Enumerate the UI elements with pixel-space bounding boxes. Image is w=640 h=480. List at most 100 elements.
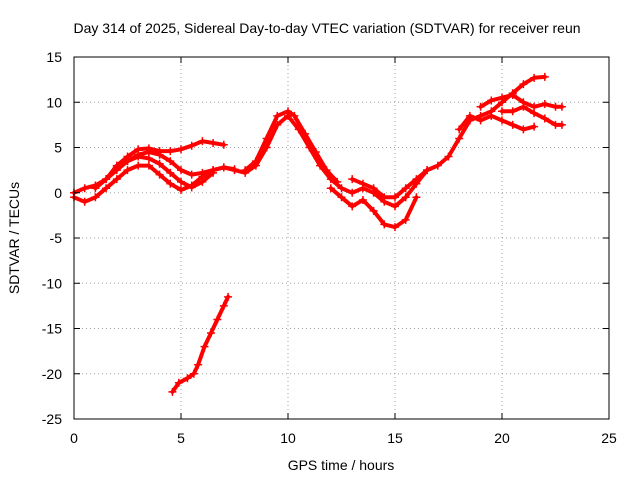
data-point <box>401 215 410 224</box>
data-point <box>155 159 164 168</box>
x-tick-label: 15 <box>387 430 403 446</box>
data-point <box>134 152 143 161</box>
y-tick-label: -20 <box>42 366 62 382</box>
data-point <box>508 107 517 116</box>
data-point <box>123 157 132 166</box>
data-point <box>80 197 89 206</box>
data-point <box>123 166 132 175</box>
data-point <box>519 80 528 89</box>
data-point <box>333 177 342 186</box>
series-track-g-markers <box>348 166 432 202</box>
y-tick-label: -15 <box>42 321 62 337</box>
data-point <box>433 161 442 170</box>
data-point <box>540 72 549 81</box>
data-point <box>102 184 111 193</box>
data-point <box>134 145 143 154</box>
series-track-h-markers <box>455 111 539 134</box>
data-point <box>219 163 228 172</box>
data-point <box>391 223 399 232</box>
data-point <box>487 111 496 120</box>
data-point <box>144 144 153 153</box>
data-point <box>262 134 271 143</box>
series-track-b <box>72 163 237 204</box>
data-point <box>498 107 506 116</box>
data-point <box>187 183 196 192</box>
data-point <box>455 125 464 134</box>
data-point <box>209 168 218 177</box>
series-track-k <box>170 294 231 394</box>
data-point <box>498 116 506 125</box>
data-point <box>177 177 185 186</box>
x-tick-label: 5 <box>177 430 185 446</box>
data-point <box>187 141 196 150</box>
x-axis-title: GPS time / hours <box>288 457 395 473</box>
data-point <box>348 188 357 197</box>
data-point <box>168 387 177 396</box>
y-tick-label: 10 <box>46 94 62 110</box>
data-point <box>348 175 357 184</box>
data-point <box>189 369 198 378</box>
data-point <box>219 301 228 310</box>
data-point <box>144 154 153 163</box>
data-point <box>91 193 100 202</box>
data-point <box>177 166 185 175</box>
data-point <box>311 148 320 157</box>
data-point <box>219 140 228 149</box>
data-point <box>358 179 367 188</box>
data-point <box>194 360 203 369</box>
data-point <box>224 292 233 301</box>
data-point <box>487 96 496 105</box>
data-point <box>177 186 185 195</box>
data-point <box>134 161 143 170</box>
y-tick-label: -25 <box>42 411 62 427</box>
data-point <box>80 184 89 193</box>
series-layer <box>70 72 566 396</box>
data-point <box>187 170 196 179</box>
x-tick-label: 10 <box>280 430 296 446</box>
x-tick-label: 25 <box>601 430 617 446</box>
tick-layer: 0 5 10 15 20 25 -25 -20 -15 -10 -5 0 5 10 15 <box>42 49 617 446</box>
data-point <box>358 195 367 204</box>
series-track-k-markers <box>168 292 233 396</box>
data-point <box>166 168 175 177</box>
data-point <box>301 129 310 138</box>
data-point <box>284 107 292 116</box>
x-tick-label: 20 <box>494 430 510 446</box>
data-point <box>455 134 464 143</box>
data-point <box>401 184 410 193</box>
data-point <box>401 193 410 202</box>
data-point <box>498 93 506 102</box>
data-point <box>322 166 331 175</box>
data-point <box>213 315 222 324</box>
y-tick-label: -5 <box>50 230 63 246</box>
data-point <box>391 193 399 202</box>
y-axis-title: SDTVAR / TECUs <box>6 182 22 294</box>
y-tick-label: 0 <box>54 185 62 201</box>
data-point <box>508 120 517 129</box>
x-tick-label: 0 <box>70 430 78 446</box>
data-point <box>155 170 164 179</box>
data-point <box>423 166 432 175</box>
data-point <box>144 161 153 170</box>
data-point <box>476 102 485 111</box>
y-tick-label: -10 <box>42 275 62 291</box>
data-point <box>519 125 528 134</box>
data-point <box>209 138 218 147</box>
data-point <box>177 145 185 154</box>
series-track-e <box>243 109 340 184</box>
data-point <box>540 114 549 123</box>
data-point <box>369 184 378 193</box>
data-point <box>166 157 175 166</box>
data-point <box>112 163 121 172</box>
series-track-d <box>114 154 216 190</box>
data-point <box>230 165 239 174</box>
data-point <box>337 193 346 202</box>
data-point <box>198 137 207 146</box>
data-point <box>530 122 539 131</box>
data-point <box>412 193 421 202</box>
data-point <box>273 111 282 120</box>
data-point <box>166 179 175 188</box>
data-point <box>251 157 260 166</box>
data-point <box>206 329 215 338</box>
data-point <box>155 147 164 156</box>
